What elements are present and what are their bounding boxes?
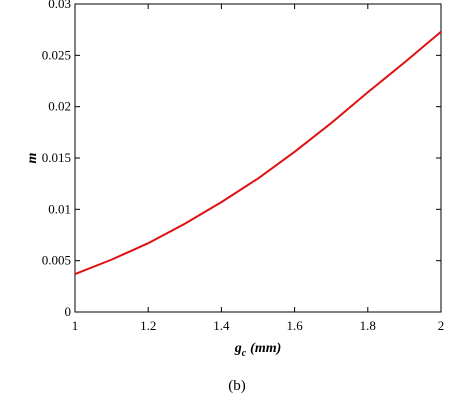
data-line — [74, 30, 442, 275]
y-tick-label: 0.01 — [48, 201, 71, 216]
x-axis-subscript: c — [242, 348, 247, 359]
y-tick-label: 0.005 — [42, 253, 71, 268]
y-tick-label: 0.02 — [48, 99, 71, 114]
x-tick-label: 1.8 — [360, 318, 376, 333]
caption: (b) — [228, 378, 246, 394]
x-axis-title: gc (mm) — [234, 341, 282, 359]
x-axis-unit: (mm) — [250, 341, 281, 356]
x-tick-label: 1.4 — [213, 318, 230, 333]
y-tick-label: 0.015 — [42, 150, 71, 165]
y-tick-label: 0.03 — [48, 0, 71, 11]
y-axis-title: m — [25, 152, 40, 163]
x-tick-label: 1.2 — [140, 318, 156, 333]
plot-frame — [74, 3, 442, 313]
y-tick-label: 0 — [65, 304, 72, 319]
y-tick-label: 0.025 — [42, 47, 71, 62]
x-axis-symbol: g — [234, 341, 242, 356]
x-tick-label: 1 — [72, 318, 79, 333]
x-tick-label: 2 — [438, 318, 445, 333]
x-tick-label: 1.6 — [286, 318, 303, 333]
